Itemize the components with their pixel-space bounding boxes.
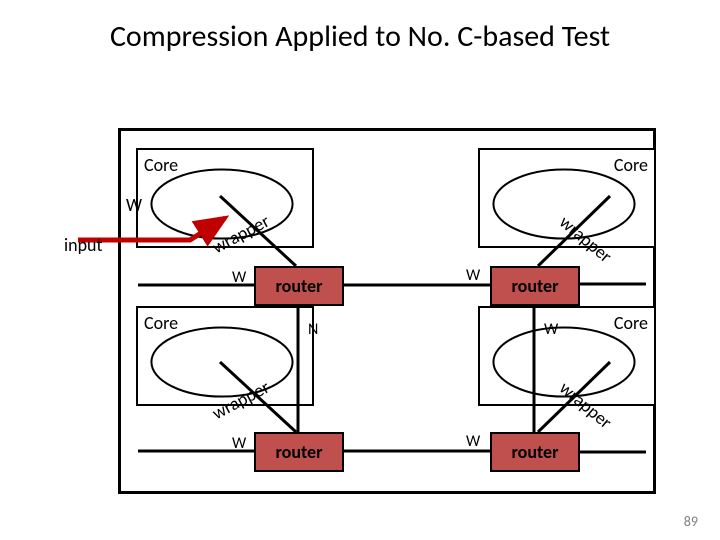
router-0: router [254, 266, 344, 306]
router-2: router [254, 432, 344, 472]
port-label-3: W [466, 432, 480, 451]
core-box-2: Core [136, 306, 314, 406]
port-label-4: N [308, 320, 318, 339]
port-label-1: W [466, 266, 480, 285]
slide-title: Compression Applied to No. C-based Test [0, 18, 720, 55]
port-label-2: W [232, 434, 246, 453]
router-3: router [490, 432, 580, 472]
port-label-0: W [232, 268, 246, 287]
port-label-5: W [544, 320, 558, 339]
input-label: input [64, 234, 103, 256]
router-1: router [490, 266, 580, 306]
w-label: W [126, 194, 142, 216]
slide-number: 89 [684, 513, 698, 530]
